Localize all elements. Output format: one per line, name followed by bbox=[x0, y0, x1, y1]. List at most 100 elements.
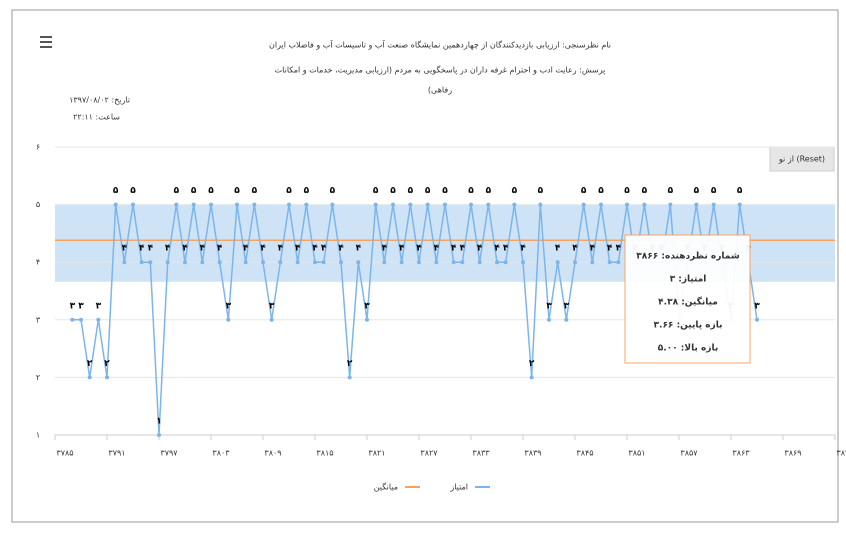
data-label: ۴ bbox=[356, 244, 362, 254]
data-label: ۴ bbox=[477, 244, 483, 254]
point bbox=[183, 260, 187, 265]
reset-button[interactable]: از نو (Reset) bbox=[769, 146, 835, 172]
point bbox=[755, 317, 759, 322]
point bbox=[79, 317, 83, 322]
point bbox=[365, 317, 369, 322]
data-label: ۳ bbox=[70, 301, 76, 311]
data-label: ۳ bbox=[754, 301, 760, 311]
x-tick-label: ۳۸۱۵ bbox=[316, 449, 333, 458]
tooltip-line: بازه بالا: ۵.۰۰ bbox=[658, 344, 719, 354]
point bbox=[217, 260, 222, 265]
data-label: ۵ bbox=[425, 186, 431, 196]
data-label: ۴ bbox=[503, 244, 509, 254]
date: تاریخ: ۱۳۹۷/۰۸/۰۲ bbox=[69, 96, 130, 105]
y-tick-label: ۱ bbox=[36, 431, 40, 440]
data-label: ۵ bbox=[130, 186, 136, 196]
data-label: ۴ bbox=[616, 244, 622, 254]
point bbox=[226, 317, 231, 322]
data-label: ۴ bbox=[460, 244, 466, 254]
data-label: ۵ bbox=[208, 186, 214, 196]
point bbox=[573, 260, 577, 265]
data-label: ۵ bbox=[624, 186, 630, 196]
tooltip-box bbox=[624, 234, 751, 364]
x-tick-label: ۳۸۶۳ bbox=[732, 449, 750, 458]
point bbox=[512, 202, 517, 207]
point bbox=[607, 260, 612, 265]
point bbox=[235, 202, 239, 207]
y-tick-label: ۶ bbox=[36, 143, 40, 152]
data-label: ۴ bbox=[165, 244, 171, 254]
point bbox=[122, 260, 127, 265]
data-label: ۴ bbox=[200, 244, 206, 254]
point bbox=[599, 202, 603, 207]
data-label: ۵ bbox=[442, 186, 448, 196]
point bbox=[642, 202, 647, 207]
data-label: ۵ bbox=[737, 186, 743, 196]
point bbox=[131, 202, 135, 207]
x-tick-label: ۳۸۵۷ bbox=[680, 449, 698, 458]
point bbox=[495, 260, 499, 265]
tooltip-line: میانگین: ۴.۳۸ bbox=[658, 296, 718, 308]
point bbox=[321, 260, 326, 265]
data-label: ۵ bbox=[581, 186, 587, 196]
data-label: ۴ bbox=[572, 244, 578, 254]
data-label: ۱ bbox=[156, 417, 162, 427]
data-label: ۲ bbox=[104, 359, 110, 369]
point bbox=[278, 260, 283, 265]
reset-label[interactable]: از نو (Reset) bbox=[778, 155, 825, 164]
point bbox=[486, 202, 491, 207]
x-tick-label: ۳۸۲۷ bbox=[420, 449, 438, 458]
menu-icon[interactable] bbox=[40, 36, 52, 48]
point bbox=[373, 202, 378, 207]
legend-label: میانگین bbox=[374, 482, 398, 492]
chart-subtitle: پرسش: رعایت ادب و احترام غرفه داران در پ… bbox=[275, 65, 606, 75]
data-label: ۴ bbox=[217, 244, 223, 254]
data-label: ۳ bbox=[78, 301, 84, 311]
data-label: ۵ bbox=[191, 186, 197, 196]
data-label: ۴ bbox=[494, 244, 500, 254]
data-label: ۵ bbox=[598, 186, 604, 196]
point bbox=[209, 202, 213, 207]
data-label: ۵ bbox=[668, 186, 674, 196]
point bbox=[287, 202, 291, 207]
tooltip-line: شماره نظردهنده: ۳۸۶۶ bbox=[636, 252, 740, 262]
point bbox=[564, 317, 569, 322]
point bbox=[113, 202, 118, 207]
point bbox=[425, 202, 430, 207]
data-label: ۴ bbox=[243, 244, 249, 254]
data-label: ۴ bbox=[312, 244, 318, 254]
point bbox=[711, 202, 716, 207]
data-label: ۵ bbox=[711, 186, 717, 196]
data-label: ۴ bbox=[278, 244, 284, 254]
point bbox=[330, 202, 335, 207]
data-label: ۳ bbox=[226, 301, 232, 311]
point bbox=[529, 375, 534, 380]
data-label: ۳ bbox=[546, 301, 552, 311]
point bbox=[477, 260, 482, 265]
tooltip-line: بازه پایین: ۳.۶۶ bbox=[654, 321, 723, 331]
x-tick-label: ۳۸۳۳ bbox=[472, 449, 490, 458]
data-label: ۴ bbox=[260, 244, 266, 254]
point bbox=[547, 317, 551, 322]
data-label: ۳ bbox=[364, 301, 370, 311]
data-label: ۴ bbox=[321, 244, 327, 254]
point bbox=[356, 260, 361, 265]
point bbox=[174, 202, 179, 207]
point bbox=[581, 202, 586, 207]
point bbox=[590, 260, 595, 265]
data-label: ۴ bbox=[520, 244, 526, 254]
x-tick-label: ۳۸۳۹ bbox=[524, 449, 541, 458]
point bbox=[443, 202, 447, 207]
data-label: ۵ bbox=[373, 186, 379, 196]
tooltip-line: امتیاز: ۳ bbox=[670, 275, 707, 285]
data-label: ۴ bbox=[590, 244, 596, 254]
data-label: ۵ bbox=[642, 186, 648, 196]
data-label: ۵ bbox=[486, 186, 492, 196]
data-label: ۳ bbox=[96, 301, 102, 311]
data-label: ۵ bbox=[113, 186, 119, 196]
point bbox=[304, 202, 309, 207]
point bbox=[399, 260, 404, 265]
point bbox=[157, 433, 161, 437]
point bbox=[200, 260, 205, 265]
